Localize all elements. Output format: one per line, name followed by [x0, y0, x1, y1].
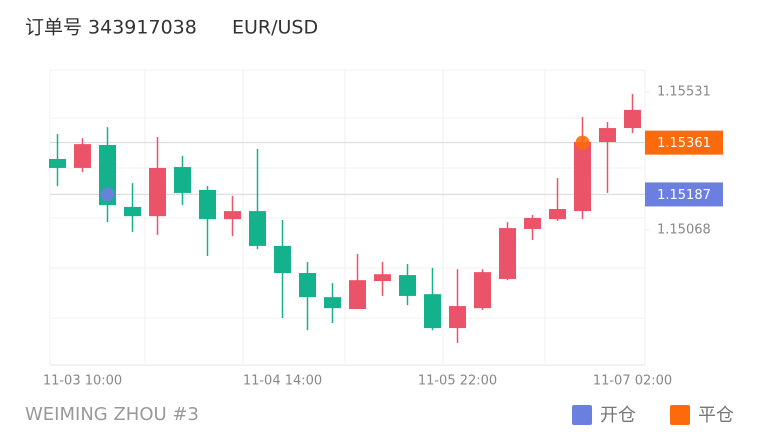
candle-body	[599, 128, 616, 143]
candle-body	[74, 144, 91, 168]
account-name: WEIMING ZHOU #3	[25, 404, 199, 425]
trade-marker	[100, 187, 115, 202]
candle-body	[524, 217, 541, 229]
x-tick-label: 11-07 02:00	[593, 374, 672, 389]
y-tick-label: 1.15068	[657, 222, 711, 237]
candle-body	[249, 211, 266, 246]
price-tag-label: 1.15187	[657, 188, 711, 203]
candle-body	[374, 274, 391, 282]
candle-body	[299, 273, 316, 298]
candle-body	[124, 206, 141, 217]
order-number: 订单号 343917038	[25, 17, 197, 39]
legend-label: 平仓	[698, 405, 734, 426]
price-tag	[645, 182, 723, 207]
candle-body	[449, 306, 466, 329]
candle-body	[624, 109, 641, 129]
candle-body	[324, 297, 341, 309]
x-tick-label: 11-04 14:00	[243, 374, 322, 389]
candle-body	[224, 211, 241, 220]
legend-swatch	[572, 405, 592, 425]
x-tick-label: 11-05 22:00	[418, 374, 497, 389]
candle-body	[199, 189, 216, 220]
candle-body	[174, 167, 191, 193]
candle-body	[424, 294, 441, 329]
candle-body	[349, 280, 366, 310]
symbol: EUR/USD	[232, 17, 318, 39]
x-tick-label: 11-03 10:00	[43, 374, 122, 389]
candle-body	[474, 272, 491, 309]
candle-body	[549, 209, 566, 220]
candle-body	[149, 167, 166, 217]
candle-body	[399, 275, 416, 296]
legend-label: 开仓	[600, 405, 636, 426]
candle-body	[49, 159, 66, 168]
trade-marker	[575, 135, 590, 150]
candle-body	[499, 228, 516, 279]
legend-swatch	[670, 405, 690, 425]
candle-body	[274, 245, 291, 274]
candle-body	[574, 142, 591, 212]
price-tag	[645, 130, 723, 155]
price-tag-label: 1.15361	[657, 136, 711, 151]
y-tick-label: 1.15531	[657, 85, 711, 100]
